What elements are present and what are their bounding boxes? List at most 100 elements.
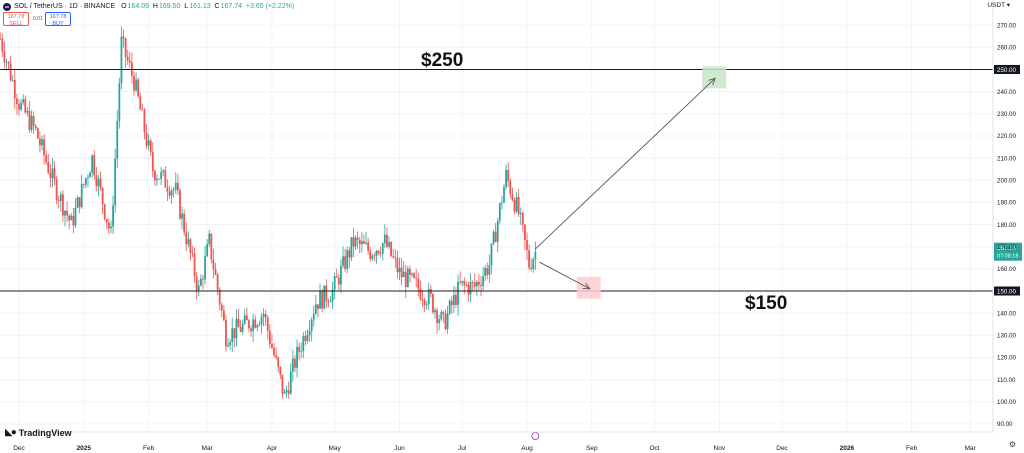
- candle-body: [235, 318, 238, 339]
- candle-body: [505, 169, 507, 188]
- candle-body: [333, 276, 336, 290]
- x-tick-label: Aug: [521, 445, 533, 452]
- y-tick-label: 200.00: [997, 177, 1016, 184]
- settings-gear-icon[interactable]: ⚙: [1008, 440, 1016, 449]
- candle-body: [133, 75, 135, 91]
- candle-body: [373, 255, 376, 257]
- candle-body: [386, 234, 388, 247]
- candle-body: [452, 294, 455, 306]
- candle-body: [174, 182, 177, 190]
- candle-body: [519, 212, 522, 215]
- y-tick-label: 90.00: [997, 421, 1013, 428]
- candle-body: [515, 196, 518, 212]
- x-tick-label: Dec: [776, 445, 788, 452]
- candle-body: [195, 276, 198, 291]
- symbol-title[interactable]: SOL / TetherUS · 1D · BINANCE: [14, 3, 116, 10]
- change-value: +3.65 (+2.22%): [245, 3, 295, 10]
- candle-body: [496, 220, 499, 242]
- candle-body: [212, 259, 215, 269]
- candle-body: [70, 215, 73, 221]
- candle-body: [87, 177, 89, 179]
- candle-body: [7, 61, 10, 64]
- candle-body: [101, 187, 104, 205]
- candle-body: [392, 255, 395, 257]
- candle-body: [398, 267, 401, 273]
- candle-body: [404, 271, 407, 287]
- last-price-label-bg: [994, 242, 1022, 261]
- candle-body: [179, 190, 181, 219]
- candle-body: [396, 258, 399, 273]
- candle-body: [97, 178, 100, 187]
- y-tick-label: 230.00: [997, 111, 1016, 118]
- candle-body: [210, 233, 213, 260]
- candle-body: [112, 205, 114, 227]
- candle-body: [409, 268, 411, 275]
- currency-selector[interactable]: USDT ▾: [987, 2, 1010, 9]
- candle-body: [469, 281, 472, 295]
- candle-body: [501, 202, 503, 204]
- candle-body: [93, 155, 96, 176]
- sell-button[interactable]: 167.78 SELL: [3, 12, 29, 27]
- candle-body: [74, 207, 77, 226]
- candle-body: [306, 335, 309, 342]
- level-label-250: $250: [421, 49, 464, 71]
- scenario-arrow-up: [535, 78, 716, 250]
- candle-body: [400, 267, 403, 278]
- candle-body: [358, 239, 361, 245]
- candle-body: [32, 115, 35, 126]
- candle-body: [450, 300, 453, 306]
- candle-body: [39, 138, 41, 146]
- candle-body: [239, 327, 242, 332]
- candle-body: [149, 140, 152, 153]
- candle-body: [448, 300, 451, 314]
- candle-body: [325, 285, 328, 302]
- candle-body: [16, 98, 18, 104]
- candle-body: [237, 318, 240, 328]
- candle-body: [375, 250, 378, 256]
- candle-body: [243, 315, 246, 324]
- candle-body: [262, 314, 265, 317]
- candle-body: [103, 204, 106, 220]
- last-price-countdown: 07:08:18: [997, 254, 1018, 260]
- x-tick-label: Apr: [267, 445, 278, 452]
- x-tick-label: Jul: [458, 445, 467, 452]
- candle-body: [95, 175, 98, 187]
- candle-body: [189, 239, 192, 253]
- candle-body: [335, 276, 338, 278]
- candle-body: [492, 231, 495, 244]
- candle-body: [233, 328, 236, 339]
- candle-body: [402, 271, 405, 278]
- candle-body: [304, 335, 307, 342]
- candle-body: [340, 265, 342, 285]
- candle-body: [296, 346, 298, 368]
- candle-body: [289, 371, 292, 394]
- candle-body: [68, 215, 71, 221]
- buy-button[interactable]: 167.78 BUY: [45, 12, 71, 27]
- candle-body: [342, 256, 344, 266]
- candle-body: [488, 265, 491, 275]
- y-tick-label: 260.00: [997, 45, 1016, 52]
- candle-body: [260, 316, 263, 325]
- tradingview-logo[interactable]: ◣● TradingView: [5, 427, 72, 438]
- candle-body: [377, 250, 380, 254]
- candle-body: [528, 250, 530, 268]
- candle-body: [455, 294, 457, 305]
- candle-body: [24, 99, 27, 113]
- candle-body: [277, 357, 280, 368]
- candle-body: [494, 231, 497, 242]
- candle-body: [214, 268, 217, 275]
- candle-body: [321, 291, 324, 309]
- event-marker-icon: [531, 432, 540, 440]
- candle-body: [41, 139, 43, 146]
- candle-body: [480, 284, 482, 286]
- candle-body: [36, 128, 39, 139]
- candle-body: [124, 38, 127, 57]
- candle-body: [513, 200, 516, 212]
- candle-body: [256, 325, 259, 328]
- candle-body: [145, 132, 148, 146]
- tradingview-logo-text: TradingView: [18, 427, 72, 438]
- candle-body: [419, 288, 422, 300]
- candle-body: [350, 237, 353, 258]
- x-tick-label: 2025: [77, 445, 92, 452]
